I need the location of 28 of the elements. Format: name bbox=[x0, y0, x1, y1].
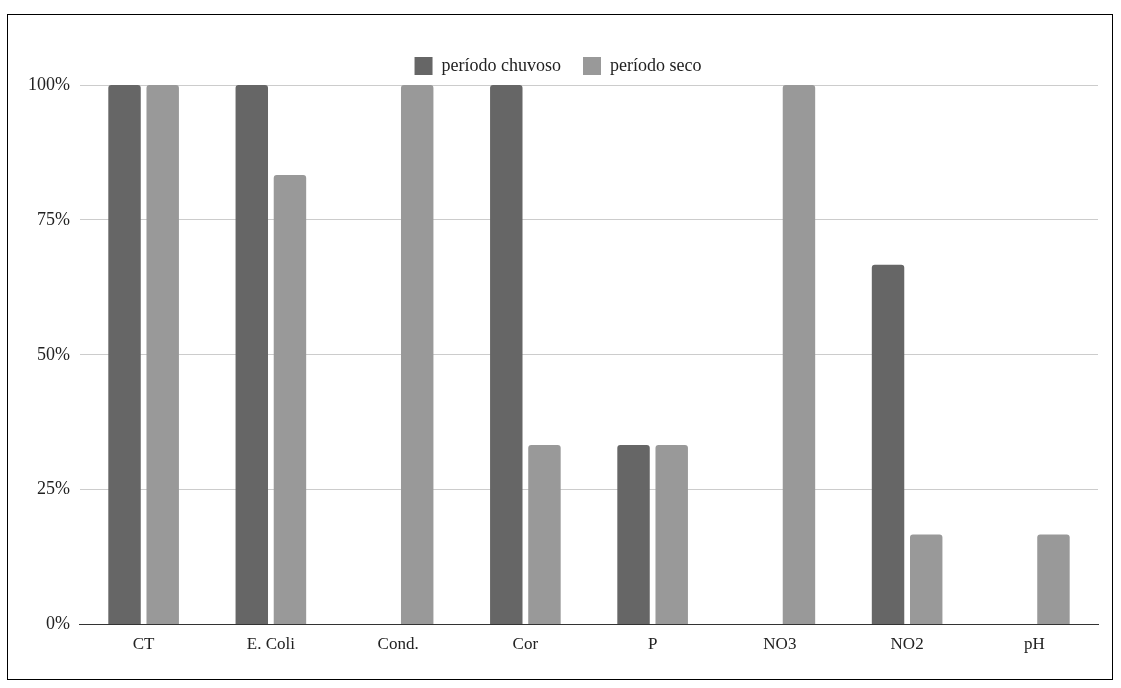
y-tick-label: 75% bbox=[36, 208, 70, 229]
bar bbox=[655, 444, 688, 625]
bar bbox=[235, 85, 269, 625]
bar bbox=[108, 85, 141, 625]
bar bbox=[617, 444, 650, 625]
y-tick-label: 50% bbox=[36, 343, 70, 364]
x-tick-label: P bbox=[647, 634, 658, 654]
y-tick-label: 25% bbox=[36, 478, 70, 499]
legend-label: período seco bbox=[610, 54, 702, 75]
bar bbox=[528, 444, 561, 625]
x-tick-label: CT bbox=[132, 634, 156, 654]
x-tick-label: Cor bbox=[512, 634, 539, 654]
x-tick-label: NO2 bbox=[890, 634, 924, 654]
legend-label: período chuvoso bbox=[441, 54, 562, 75]
bar bbox=[273, 175, 307, 625]
y-tick-label: 100% bbox=[27, 73, 70, 94]
y-tick-label: 0% bbox=[45, 613, 70, 634]
bar bbox=[782, 85, 816, 625]
bar bbox=[146, 85, 179, 625]
x-tick-label: pH bbox=[1023, 634, 1045, 654]
bar bbox=[1037, 534, 1070, 625]
bar bbox=[490, 85, 523, 625]
x-tick-label: Cond. bbox=[377, 634, 419, 654]
bar bbox=[909, 534, 943, 625]
bar bbox=[400, 85, 434, 625]
x-tick-label: NO3 bbox=[763, 634, 797, 654]
x-tick-label: E. Coli bbox=[246, 634, 296, 654]
bar bbox=[871, 264, 905, 625]
